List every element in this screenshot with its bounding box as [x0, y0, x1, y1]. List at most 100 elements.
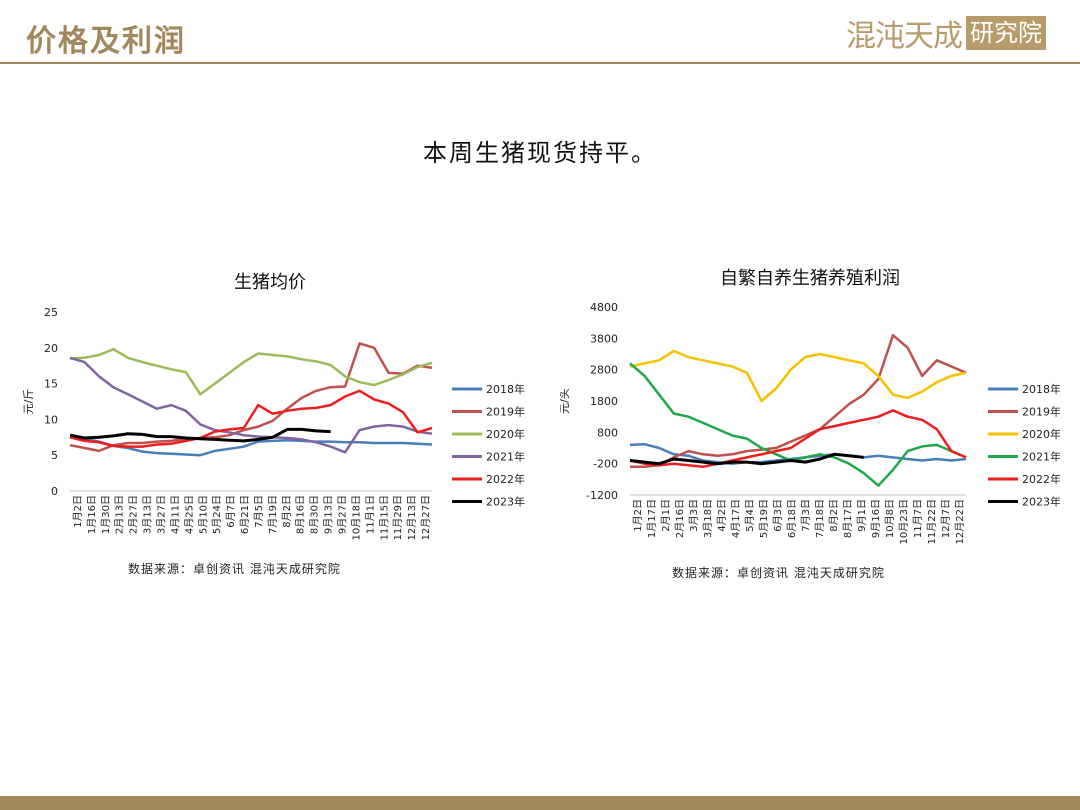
profit-x-tick-label: 12月7日	[940, 499, 952, 538]
price-series-line-3	[69, 356, 433, 454]
price-x-tick-label: 4月11日	[169, 495, 181, 534]
price-x-tick-label: 5月24日	[211, 495, 223, 534]
profit-series-line-1	[630, 333, 967, 469]
profit-x-tick-label: 6月3日	[772, 499, 784, 532]
price-legend-label: 2020年	[486, 427, 525, 441]
profit-x-tick-label: 6月18日	[786, 499, 798, 538]
price-x-tick-label: 8月16日	[295, 495, 307, 534]
chart-title-profit: 自繁自养生猪养殖利润	[720, 268, 900, 289]
price-x-tick-label: 10月18日	[350, 495, 362, 540]
profit-x-tick-label: 3月18日	[702, 499, 714, 538]
profit-y-tick-label: 4800	[590, 301, 618, 314]
price-series-line-0	[69, 435, 433, 457]
profit-legend-label: 2018年	[1022, 382, 1060, 396]
source-note-right: 数据来源：卓创资讯 混沌天成研究院	[672, 566, 885, 580]
profit-legend-label: 2022年	[1022, 472, 1060, 486]
price-x-tick-label: 6月7日	[225, 495, 237, 528]
price-x-tick-label: 4月25日	[183, 495, 195, 534]
profit-x-tick-label: 10月23日	[898, 499, 910, 544]
profit-x-tick-label: 12月22日	[954, 499, 966, 544]
chart-title-price: 生猪均价	[234, 272, 306, 293]
logo-badge: 研究院	[966, 16, 1046, 50]
profit-series-line-5	[629, 452, 864, 466]
price-x-tick-label: 3月13日	[142, 495, 154, 534]
price-x-tick-label: 2月27日	[128, 495, 140, 534]
price-x-tick-label: 7月5日	[253, 495, 265, 528]
price-x-tick-label: 1月30日	[100, 495, 112, 534]
profit-y-tick-label: -1200	[586, 489, 618, 502]
profit-x-tick-label: 2月16日	[674, 499, 686, 538]
price-x-tick-label: 8月30日	[309, 495, 321, 534]
price-legend-label: 2023年	[486, 495, 525, 509]
price-legend-label: 2021年	[486, 450, 525, 464]
footer-bar	[0, 796, 1080, 810]
profit-x-tick-label: 9月16日	[870, 499, 882, 538]
profit-x-tick-label: 1月2日	[632, 499, 644, 532]
page-header: 价格及利润 混沌天成 研究院	[0, 0, 1080, 62]
price-series-line-1	[69, 342, 433, 453]
profit-x-tick-label: 11月7日	[912, 499, 924, 538]
profit-y-axis-label: 元/头	[560, 388, 571, 414]
price-x-tick-label: 11月15日	[378, 495, 390, 540]
profit-legend-label: 2021年	[1022, 450, 1060, 464]
price-x-tick-label: 2月13日	[114, 495, 126, 534]
price-legend-label: 2018年	[486, 382, 525, 396]
price-x-tick-label: 3月27日	[156, 495, 168, 534]
profit-series-line-4	[629, 409, 967, 469]
profit-y-tick-label: 800	[597, 426, 618, 439]
profit-legend-label: 2023年	[1022, 495, 1060, 509]
profit-x-tick-label: 8月2日	[828, 499, 840, 532]
price-y-axis-label: 元/斤	[22, 389, 35, 415]
profit-y-tick-label: 2800	[590, 364, 618, 377]
chart-hog-price: 元/斤 0 5 10 15 20 25 1月2日 1月16日 1月30日 2月13日 2月27日 3月1…	[22, 306, 525, 540]
price-x-tick-label: 5月10日	[197, 495, 209, 534]
profit-y-tick-label: -200	[593, 458, 618, 471]
page-subtitle: 本周生猪现货持平。	[423, 139, 657, 167]
price-legend-label: 2019年	[486, 405, 525, 419]
profit-x-tick-label: 10月8日	[884, 499, 896, 538]
profit-x-tick-label: 11月22日	[926, 499, 938, 544]
profit-y-tick-label: 3800	[590, 332, 618, 345]
price-x-tick-label: 12月13日	[406, 495, 418, 540]
profit-series-line-2	[629, 349, 967, 403]
price-x-tick-label: 11月1日	[364, 495, 376, 534]
profit-x-tick-label: 4月17日	[730, 499, 742, 538]
price-x-tick-label: 9月27日	[337, 495, 349, 534]
price-x-tick-label: 1月16日	[86, 495, 98, 534]
price-x-tick-label: 1月2日	[72, 495, 84, 528]
logo-text: 混沌天成	[846, 19, 963, 54]
profit-x-tick-label: 7月3日	[800, 499, 812, 532]
price-y-tick-label: 10	[44, 413, 58, 426]
price-x-tick-label: 12月27日	[420, 495, 432, 540]
chart-hog-profit: 元/头 -1200 -200 800 1800 2800 3800 4800 1月2日 1月17日…	[560, 301, 1060, 544]
profit-x-tick-label: 5月4日	[744, 499, 756, 532]
profit-x-tick-label: 7月18日	[814, 499, 826, 538]
profit-x-tick-label: 1月17日	[646, 499, 658, 538]
header-divider	[0, 62, 1080, 64]
profit-legend-label: 2020年	[1022, 427, 1060, 441]
price-y-tick-label: 25	[44, 306, 58, 319]
profit-x-tick-label: 9月1日	[856, 499, 868, 532]
price-x-tick-label: 11月29日	[392, 495, 404, 540]
price-y-tick-label: 20	[44, 342, 58, 355]
profit-x-tick-label: 5月19日	[758, 499, 770, 538]
source-note-left: 数据来源：卓创资讯 混沌天成研究院	[128, 562, 341, 576]
profit-y-tick-label: 1800	[590, 395, 618, 408]
price-x-tick-label: 8月2日	[281, 495, 293, 528]
price-legend-label: 2022年	[486, 472, 525, 486]
price-y-tick-label: 15	[44, 378, 58, 391]
profit-x-tick-label: 3月3日	[688, 499, 700, 532]
price-series-line-2	[69, 347, 433, 396]
profit-x-tick-label: 8月17日	[842, 499, 854, 538]
price-series-line-5	[69, 427, 331, 443]
price-y-tick-label: 5	[51, 449, 58, 462]
price-x-tick-label: 7月19日	[267, 495, 279, 534]
profit-x-tick-label: 4月2日	[716, 499, 728, 532]
price-x-tick-label: 6月21日	[239, 495, 251, 534]
price-series-line-4	[69, 389, 433, 448]
profit-legend-label: 2019年	[1022, 405, 1060, 419]
price-x-tick-label: 9月13日	[323, 495, 335, 534]
price-y-tick-label: 0	[51, 485, 58, 498]
profit-x-tick-label: 2月1日	[660, 499, 672, 532]
profit-series-line-3	[629, 362, 967, 487]
